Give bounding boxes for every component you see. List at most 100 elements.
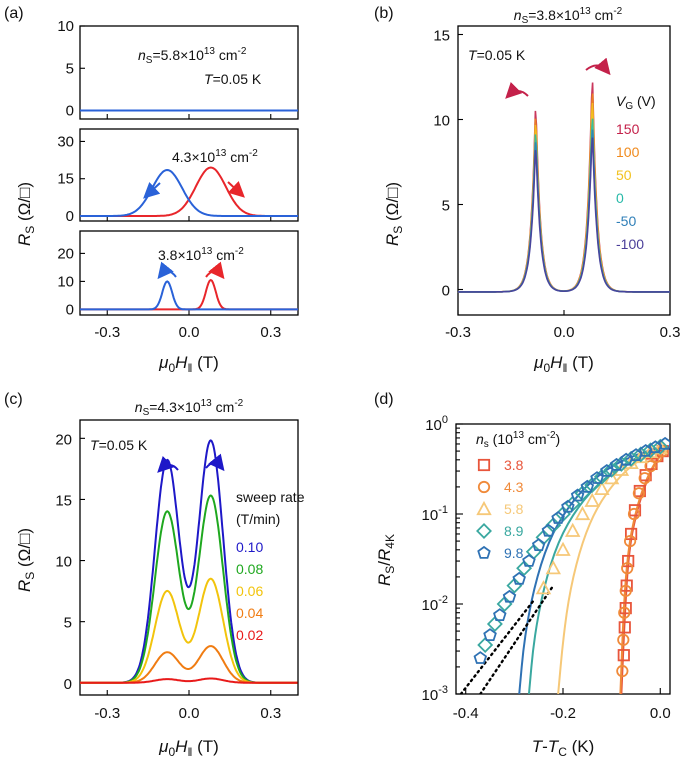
a2-ytick-label-2: 20 xyxy=(57,245,74,262)
d-fit-dotted-1 xyxy=(459,599,535,694)
d-point-9.8-7 xyxy=(541,523,556,537)
c-legend-item-2: 0.06 xyxy=(236,583,263,599)
d-point-9.8-9 xyxy=(561,499,575,513)
d-point-9.8-6 xyxy=(531,538,546,551)
panel-c-legend-title-1: sweep rate xyxy=(236,489,305,505)
d-point-9.8-1 xyxy=(483,628,497,641)
c-xtick-label-2: 0.3 xyxy=(260,705,281,722)
c-xtick-label-1: 0.0 xyxy=(179,705,200,722)
arrow-down-sweep-icon xyxy=(143,181,161,199)
d-point-8.9-12 xyxy=(593,468,610,485)
c-legend-item-3: 0.04 xyxy=(236,605,263,621)
d-point-4.3-5 xyxy=(624,534,637,548)
d-point-8.9-14 xyxy=(613,455,630,472)
c-legend-item-1: 0.08 xyxy=(236,561,263,577)
a1-series-up-sweep xyxy=(80,166,298,217)
d-ytick-label-3: 100 xyxy=(425,414,448,434)
c-series-0.02 xyxy=(80,677,298,684)
panel-b-ylabel: RS (Ω/□) xyxy=(383,182,405,246)
panel-a-annot-43: 4.3×1013 cm-2 xyxy=(172,148,258,165)
c-ytick-label-1: 5 xyxy=(64,615,72,632)
a1-ytick-label-1: 15 xyxy=(57,171,74,188)
c-ytick-label-2: 10 xyxy=(55,554,72,571)
arrow-right-sweep-c-icon xyxy=(205,453,225,472)
panel-c-title: nS=4.3×1013 cm-2 xyxy=(135,398,244,418)
d-point-4.3-2 xyxy=(618,606,631,619)
d-point-8.9-18 xyxy=(652,438,669,455)
d-point-9.8-10 xyxy=(570,488,585,502)
d-legend-marker-4 xyxy=(477,545,491,559)
d-point-4.3-1 xyxy=(617,633,630,646)
d-legend-marker-2 xyxy=(476,500,492,516)
panel-label-c: (c) xyxy=(4,391,23,408)
a2-ytick-label-1: 10 xyxy=(57,273,74,290)
d-point-8.9-13 xyxy=(603,461,620,478)
d-ytick-label-2: 10-1 xyxy=(422,504,448,524)
d-point-4.3-7 xyxy=(632,487,645,500)
panel-c-legend-title-2: (T/min) xyxy=(236,511,280,527)
panel-label-a: (a) xyxy=(4,5,24,22)
panel-label-d: (d) xyxy=(374,391,394,408)
c-series-0.10 xyxy=(80,439,298,684)
d-xtick-label-0: -0.4 xyxy=(453,705,479,722)
panel-d-xlabel: T-TC (K) xyxy=(532,737,595,759)
d-point-9.8-11 xyxy=(580,479,595,493)
a0-ytick-label-2: 10 xyxy=(57,18,74,35)
d-point-5.8-3 xyxy=(564,522,581,537)
d-legend-item-0: 3.8 xyxy=(504,457,524,473)
panel-d-legend-title: ns (1013 cm-2) xyxy=(476,430,560,450)
d-point-9.8-4 xyxy=(512,571,526,585)
b-xtick-label-0: -0.3 xyxy=(445,324,471,341)
d-point-5.8-6 xyxy=(594,480,610,496)
c-legend-item-4: 0.02 xyxy=(236,627,263,643)
arrow-right-sweep-icon xyxy=(585,57,611,76)
d-plot-area xyxy=(459,436,670,694)
panel-a-ylabel: RS (Ω/□) xyxy=(15,182,37,246)
d-point-5.8-5 xyxy=(584,492,600,507)
d-point-8.9-0 xyxy=(477,637,494,653)
d-point-3.8-1 xyxy=(618,621,631,634)
b-legend-item-4: -50 xyxy=(616,213,636,229)
arrow-down-sweep-small-icon xyxy=(157,261,177,280)
panel-c-annot-temp: T=0.05 K xyxy=(90,437,148,453)
a-xtick-label-0: -0.3 xyxy=(94,324,120,341)
b-ytick-label-0: 0 xyxy=(442,283,450,300)
d-point-4.3-4 xyxy=(621,562,634,575)
d-point-4.3-3 xyxy=(619,584,632,597)
b-legend-item-3: 0 xyxy=(616,190,624,206)
c-legend-item-0: 0.10 xyxy=(236,539,263,555)
b-legend-item-2: 50 xyxy=(616,167,632,183)
d-point-4.3-8 xyxy=(638,472,651,485)
d-point-9.8-19 xyxy=(658,436,670,450)
panel-b-title: nS=3.8×1013 cm-2 xyxy=(514,6,623,26)
d-point-5.8-2 xyxy=(555,541,571,556)
b-series--100 xyxy=(458,137,670,293)
d-point-9.8-2 xyxy=(493,608,507,621)
d-point-3.8-3 xyxy=(620,579,633,592)
d-point-5.8-1 xyxy=(545,560,562,575)
d-legend-item-1: 4.3 xyxy=(504,479,524,495)
d-point-9.8-5 xyxy=(522,553,536,567)
d-point-9.8-0 xyxy=(473,651,488,664)
b-ytick-label-1: 5 xyxy=(442,198,450,215)
a0-ytick-label-0: 0 xyxy=(66,103,74,120)
a0-ytick-label-1: 5 xyxy=(66,60,74,77)
d-legend-marker-1 xyxy=(477,480,491,494)
d-point-3.8-4 xyxy=(622,554,635,568)
panel-a-annot-38: 3.8×1013 cm-2 xyxy=(158,246,244,263)
d-legend-marker-3 xyxy=(476,523,492,539)
d-legend-marker-0 xyxy=(477,458,491,472)
panel-b-xlabel: μ0H‖ (T) xyxy=(533,353,594,375)
panel-b-legend-title: VG (V) xyxy=(616,93,656,112)
d-point-9.8-13 xyxy=(600,463,614,477)
d-ytick-label-1: 10-2 xyxy=(422,594,448,614)
a1-series-down-sweep xyxy=(80,168,298,217)
arrow-left-sweep-c-icon xyxy=(157,455,179,473)
c-ytick-label-3: 15 xyxy=(55,492,72,509)
a2-series-up-sweep xyxy=(80,278,298,311)
d-point-5.8-0 xyxy=(535,580,552,595)
d-xtick-label-2: 0.0 xyxy=(650,705,671,722)
d-point-4.3-0 xyxy=(616,664,629,678)
a1-ytick-label-2: 30 xyxy=(57,133,74,150)
